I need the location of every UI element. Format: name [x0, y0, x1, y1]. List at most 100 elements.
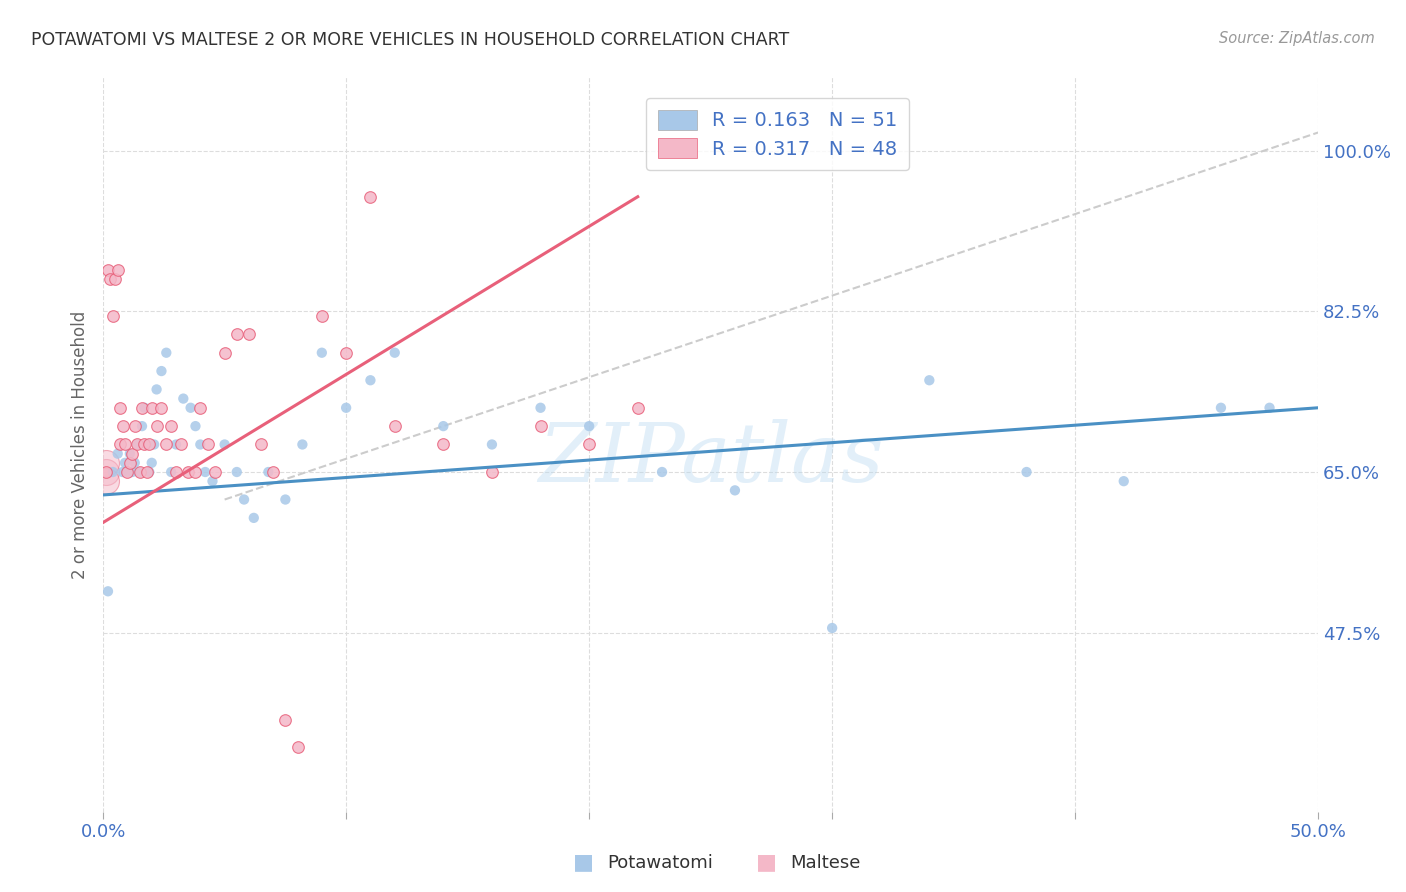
Point	[165, 465, 187, 479]
Point	[111, 465, 134, 479]
Point	[117, 465, 139, 479]
Point	[311, 309, 333, 323]
Point	[384, 419, 406, 434]
Point	[432, 419, 454, 434]
Point	[124, 419, 146, 434]
Point	[291, 437, 314, 451]
Point	[107, 263, 129, 277]
Point	[155, 437, 177, 451]
Text: POTAWATOMI VS MALTESE 2 OR MORE VEHICLES IN HOUSEHOLD CORRELATION CHART: POTAWATOMI VS MALTESE 2 OR MORE VEHICLES…	[31, 31, 789, 49]
Point	[107, 447, 129, 461]
Point	[204, 465, 226, 479]
Point	[578, 437, 600, 451]
Point	[94, 465, 117, 479]
Point	[432, 437, 454, 451]
Point	[160, 465, 183, 479]
Point	[529, 401, 551, 415]
Point	[1258, 401, 1281, 415]
Point	[114, 437, 136, 451]
Point	[197, 437, 219, 451]
Point	[97, 263, 120, 277]
Point	[100, 272, 122, 286]
Point	[121, 447, 143, 461]
Point	[101, 309, 124, 323]
Point	[287, 740, 309, 755]
Point	[131, 401, 153, 415]
Point	[578, 419, 600, 434]
Point	[165, 437, 187, 451]
Point	[651, 465, 673, 479]
Point	[155, 345, 177, 359]
Point	[101, 465, 124, 479]
Point	[108, 401, 131, 415]
Point	[180, 401, 202, 415]
Point	[134, 437, 156, 451]
Point	[188, 401, 211, 415]
Point	[170, 437, 193, 451]
Point	[172, 392, 194, 406]
Point	[177, 465, 200, 479]
Point	[214, 437, 236, 451]
Point	[117, 465, 139, 479]
Point	[1112, 474, 1135, 488]
Text: ZIPatlas: ZIPatlas	[538, 419, 883, 500]
Point	[335, 401, 357, 415]
Point	[184, 419, 207, 434]
Point	[108, 437, 131, 451]
Point	[335, 345, 357, 359]
Point	[131, 419, 153, 434]
Point	[627, 401, 650, 415]
Point	[262, 465, 284, 479]
Point	[160, 419, 183, 434]
Point	[225, 465, 247, 479]
Point	[481, 437, 503, 451]
Point	[150, 401, 173, 415]
Point	[118, 447, 141, 461]
Point	[145, 383, 167, 397]
Point	[114, 456, 136, 470]
Point	[94, 474, 117, 488]
Point	[118, 456, 141, 470]
Point	[311, 345, 333, 359]
Text: Source: ZipAtlas.com: Source: ZipAtlas.com	[1219, 31, 1375, 46]
Point	[97, 584, 120, 599]
Point	[111, 419, 134, 434]
Point	[274, 492, 297, 507]
Point	[529, 419, 551, 434]
Point	[250, 437, 273, 451]
Point	[127, 437, 149, 451]
Point	[128, 465, 150, 479]
Point	[724, 483, 747, 498]
Point	[274, 713, 297, 727]
Point	[138, 437, 160, 451]
Point	[145, 419, 167, 434]
Point	[821, 621, 844, 635]
Text: ■: ■	[574, 853, 593, 872]
Point	[238, 327, 260, 342]
Point	[225, 327, 247, 342]
Y-axis label: 2 or more Vehicles in Household: 2 or more Vehicles in Household	[72, 310, 89, 579]
Text: Maltese: Maltese	[790, 855, 860, 872]
Point	[201, 474, 224, 488]
Point	[104, 272, 127, 286]
Text: Potawatomi: Potawatomi	[607, 855, 713, 872]
Point	[135, 465, 157, 479]
Point	[134, 401, 156, 415]
Point	[214, 345, 236, 359]
Point	[243, 511, 266, 525]
Point	[138, 465, 160, 479]
Point	[1209, 401, 1232, 415]
Point	[481, 465, 503, 479]
Point	[141, 401, 163, 415]
Point	[359, 190, 381, 204]
Point	[143, 437, 166, 451]
Point	[128, 465, 150, 479]
Point	[150, 364, 173, 378]
Point	[135, 437, 157, 451]
Point	[359, 373, 381, 387]
Point	[184, 465, 207, 479]
Point	[94, 456, 117, 470]
Point	[918, 373, 941, 387]
Point	[194, 465, 217, 479]
Point	[1015, 465, 1038, 479]
